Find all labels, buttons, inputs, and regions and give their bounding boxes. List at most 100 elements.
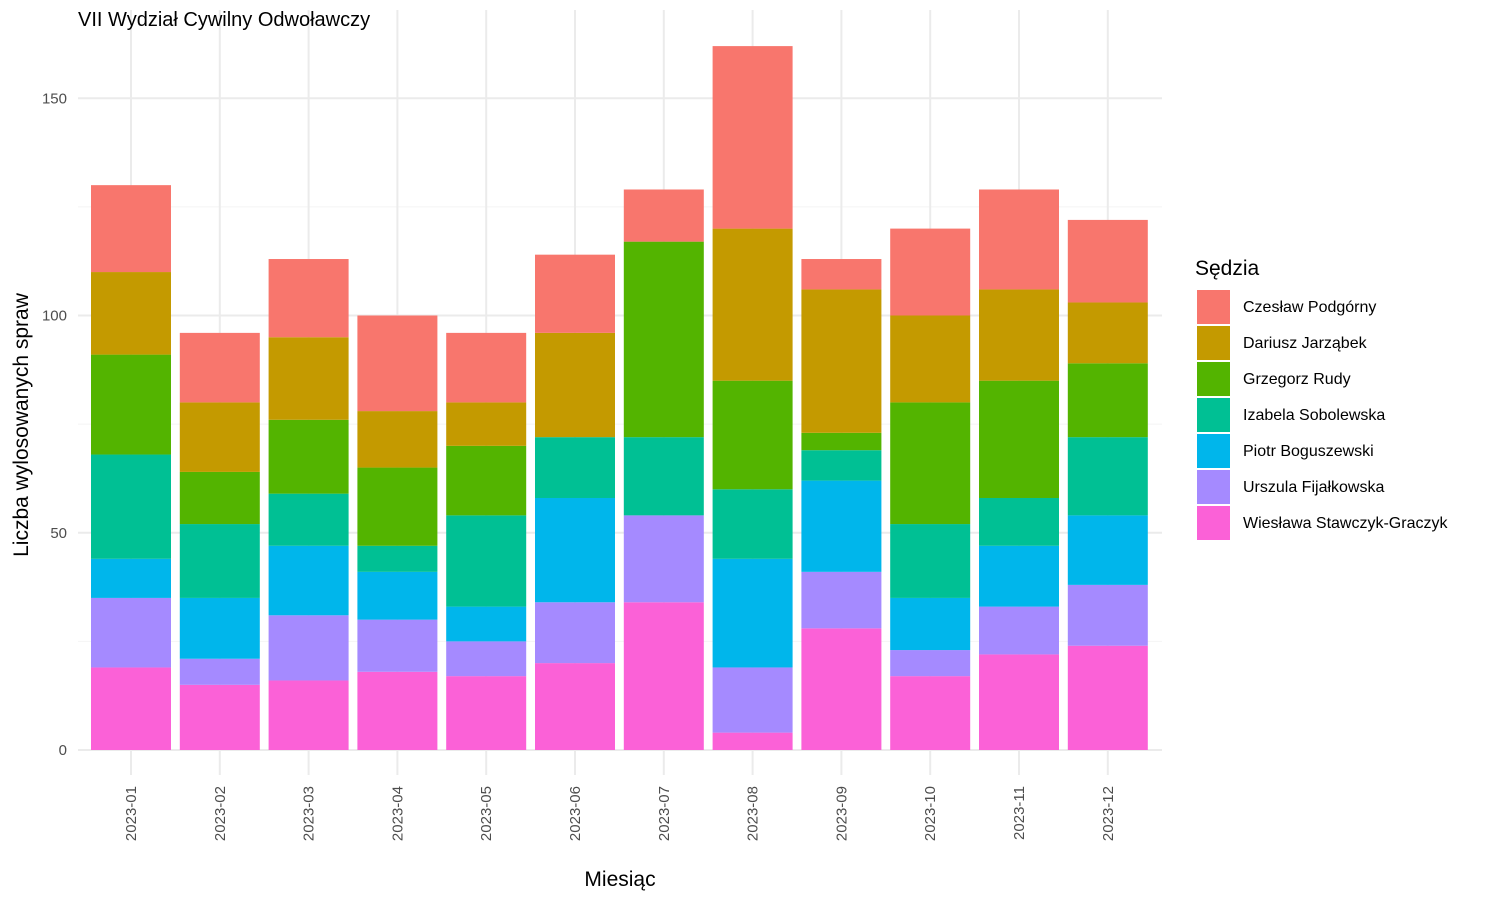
legend-swatch xyxy=(1197,362,1230,396)
bar-segment xyxy=(91,667,171,750)
legend-swatch xyxy=(1197,506,1230,540)
bar-segment xyxy=(979,654,1059,750)
bar-segment xyxy=(535,254,615,333)
bar-segment xyxy=(268,680,349,750)
bar-segment xyxy=(535,332,615,438)
legend: Sędzia Czesław Podgórny Dariusz Jarząbek G… xyxy=(1195,257,1448,540)
bar-segment xyxy=(446,402,527,446)
bar-segment xyxy=(1067,645,1148,750)
x-tick-label: 2023-05 xyxy=(478,786,495,841)
bar-segment xyxy=(535,437,615,498)
bar-segment xyxy=(979,289,1059,381)
legend-label: Dariusz Jarząbek xyxy=(1243,335,1368,352)
y-axis: 0 50 100 150 xyxy=(42,90,67,759)
bar-segment xyxy=(91,558,171,598)
chart-title: VII Wydział Cywilny Odwoławczy xyxy=(78,9,370,31)
x-tick-label: 2023-09 xyxy=(833,786,850,841)
x-axis-title: Miesiąc xyxy=(584,868,655,891)
bar-segment xyxy=(1067,437,1148,516)
x-tick-label: 2023-02 xyxy=(212,786,229,841)
bar-segment xyxy=(357,671,438,750)
bar-segment xyxy=(712,558,793,668)
bar-segment xyxy=(535,602,615,664)
bar-segment xyxy=(535,497,615,603)
bar-segment xyxy=(801,480,882,572)
bar-segment xyxy=(357,619,438,672)
bar-segment xyxy=(979,497,1059,546)
x-tick-label: 2023-07 xyxy=(656,786,673,841)
bar-segment xyxy=(801,628,882,750)
bar-segment xyxy=(357,467,438,546)
legend-swatch xyxy=(1197,398,1230,432)
bar-segment xyxy=(446,515,527,607)
legend-swatch xyxy=(1197,434,1230,468)
bar-segment xyxy=(357,315,438,412)
legend-label: Izabela Sobolewska xyxy=(1243,407,1385,424)
bar-segment xyxy=(446,641,527,677)
bar-segment xyxy=(801,289,882,433)
y-tick-label: 50 xyxy=(50,525,67,542)
legend-label: Piotr Boguszewski xyxy=(1243,443,1374,460)
legend-swatch xyxy=(1197,470,1230,504)
bar-segment xyxy=(357,411,438,468)
bar-segment xyxy=(712,228,793,381)
bar-segment xyxy=(890,228,971,316)
bar-segment xyxy=(91,597,171,668)
bar-segment xyxy=(268,259,349,338)
x-tick-label: 2023-06 xyxy=(567,786,584,841)
y-tick-label: 100 xyxy=(42,308,67,325)
bar-segment xyxy=(890,676,971,750)
bar-segment xyxy=(623,437,704,516)
bar-segment xyxy=(179,597,260,659)
x-tick-label: 2023-12 xyxy=(1100,786,1117,841)
bar-segment xyxy=(535,663,615,750)
bar-segment xyxy=(623,602,704,750)
bar-segment xyxy=(712,46,793,229)
x-tick-label: 2023-03 xyxy=(301,786,318,841)
bars xyxy=(91,46,1148,750)
bar-segment xyxy=(268,493,349,546)
legend-label: Grzegorz Rudy xyxy=(1243,371,1351,388)
bar-segment xyxy=(801,450,882,481)
bar-segment xyxy=(979,189,1059,290)
bar-segment xyxy=(801,571,882,629)
x-tick-label: 2023-04 xyxy=(389,786,406,841)
bar-segment xyxy=(890,315,971,403)
bar-segment xyxy=(979,545,1059,607)
legend-label: Urszula Fijałkowska xyxy=(1243,479,1384,496)
y-tick-label: 150 xyxy=(42,90,67,107)
x-tick-label: 2023-11 xyxy=(1011,786,1028,840)
bar-segment xyxy=(890,524,971,598)
bar-segment xyxy=(357,545,438,572)
bar-segment xyxy=(179,332,260,403)
y-tick-label: 0 xyxy=(59,742,67,759)
bar-segment xyxy=(446,676,527,750)
bar-segment xyxy=(890,650,971,677)
bar-segment xyxy=(623,189,704,242)
bar-segment xyxy=(91,354,171,455)
bar-segment xyxy=(268,419,349,494)
bar-segment xyxy=(979,606,1059,655)
bar-segment xyxy=(268,545,349,616)
bar-segment xyxy=(890,402,971,525)
bar-segment xyxy=(1067,219,1148,303)
bar-segment xyxy=(91,272,171,355)
bar-segment xyxy=(268,337,349,420)
bar-segment xyxy=(623,515,704,603)
bar-segment xyxy=(91,454,171,559)
bar-segment xyxy=(712,489,793,559)
bar-segment xyxy=(979,380,1059,498)
bar-segment xyxy=(1067,363,1148,438)
bar-segment xyxy=(179,684,260,750)
bar-segment xyxy=(623,241,704,438)
x-axis: 2023-01 2023-02 2023-03 2023-04 2023-05 2023-… xyxy=(123,786,1117,841)
bar-segment xyxy=(179,658,260,685)
x-tick-label: 2023-08 xyxy=(745,786,762,841)
bar-segment xyxy=(712,732,793,750)
bar-segment xyxy=(801,259,882,290)
bar-segment xyxy=(890,597,971,651)
bar-segment xyxy=(801,432,882,451)
legend-title: Sędzia xyxy=(1195,257,1260,280)
legend-swatch xyxy=(1197,326,1230,360)
legend-swatch xyxy=(1197,290,1230,324)
